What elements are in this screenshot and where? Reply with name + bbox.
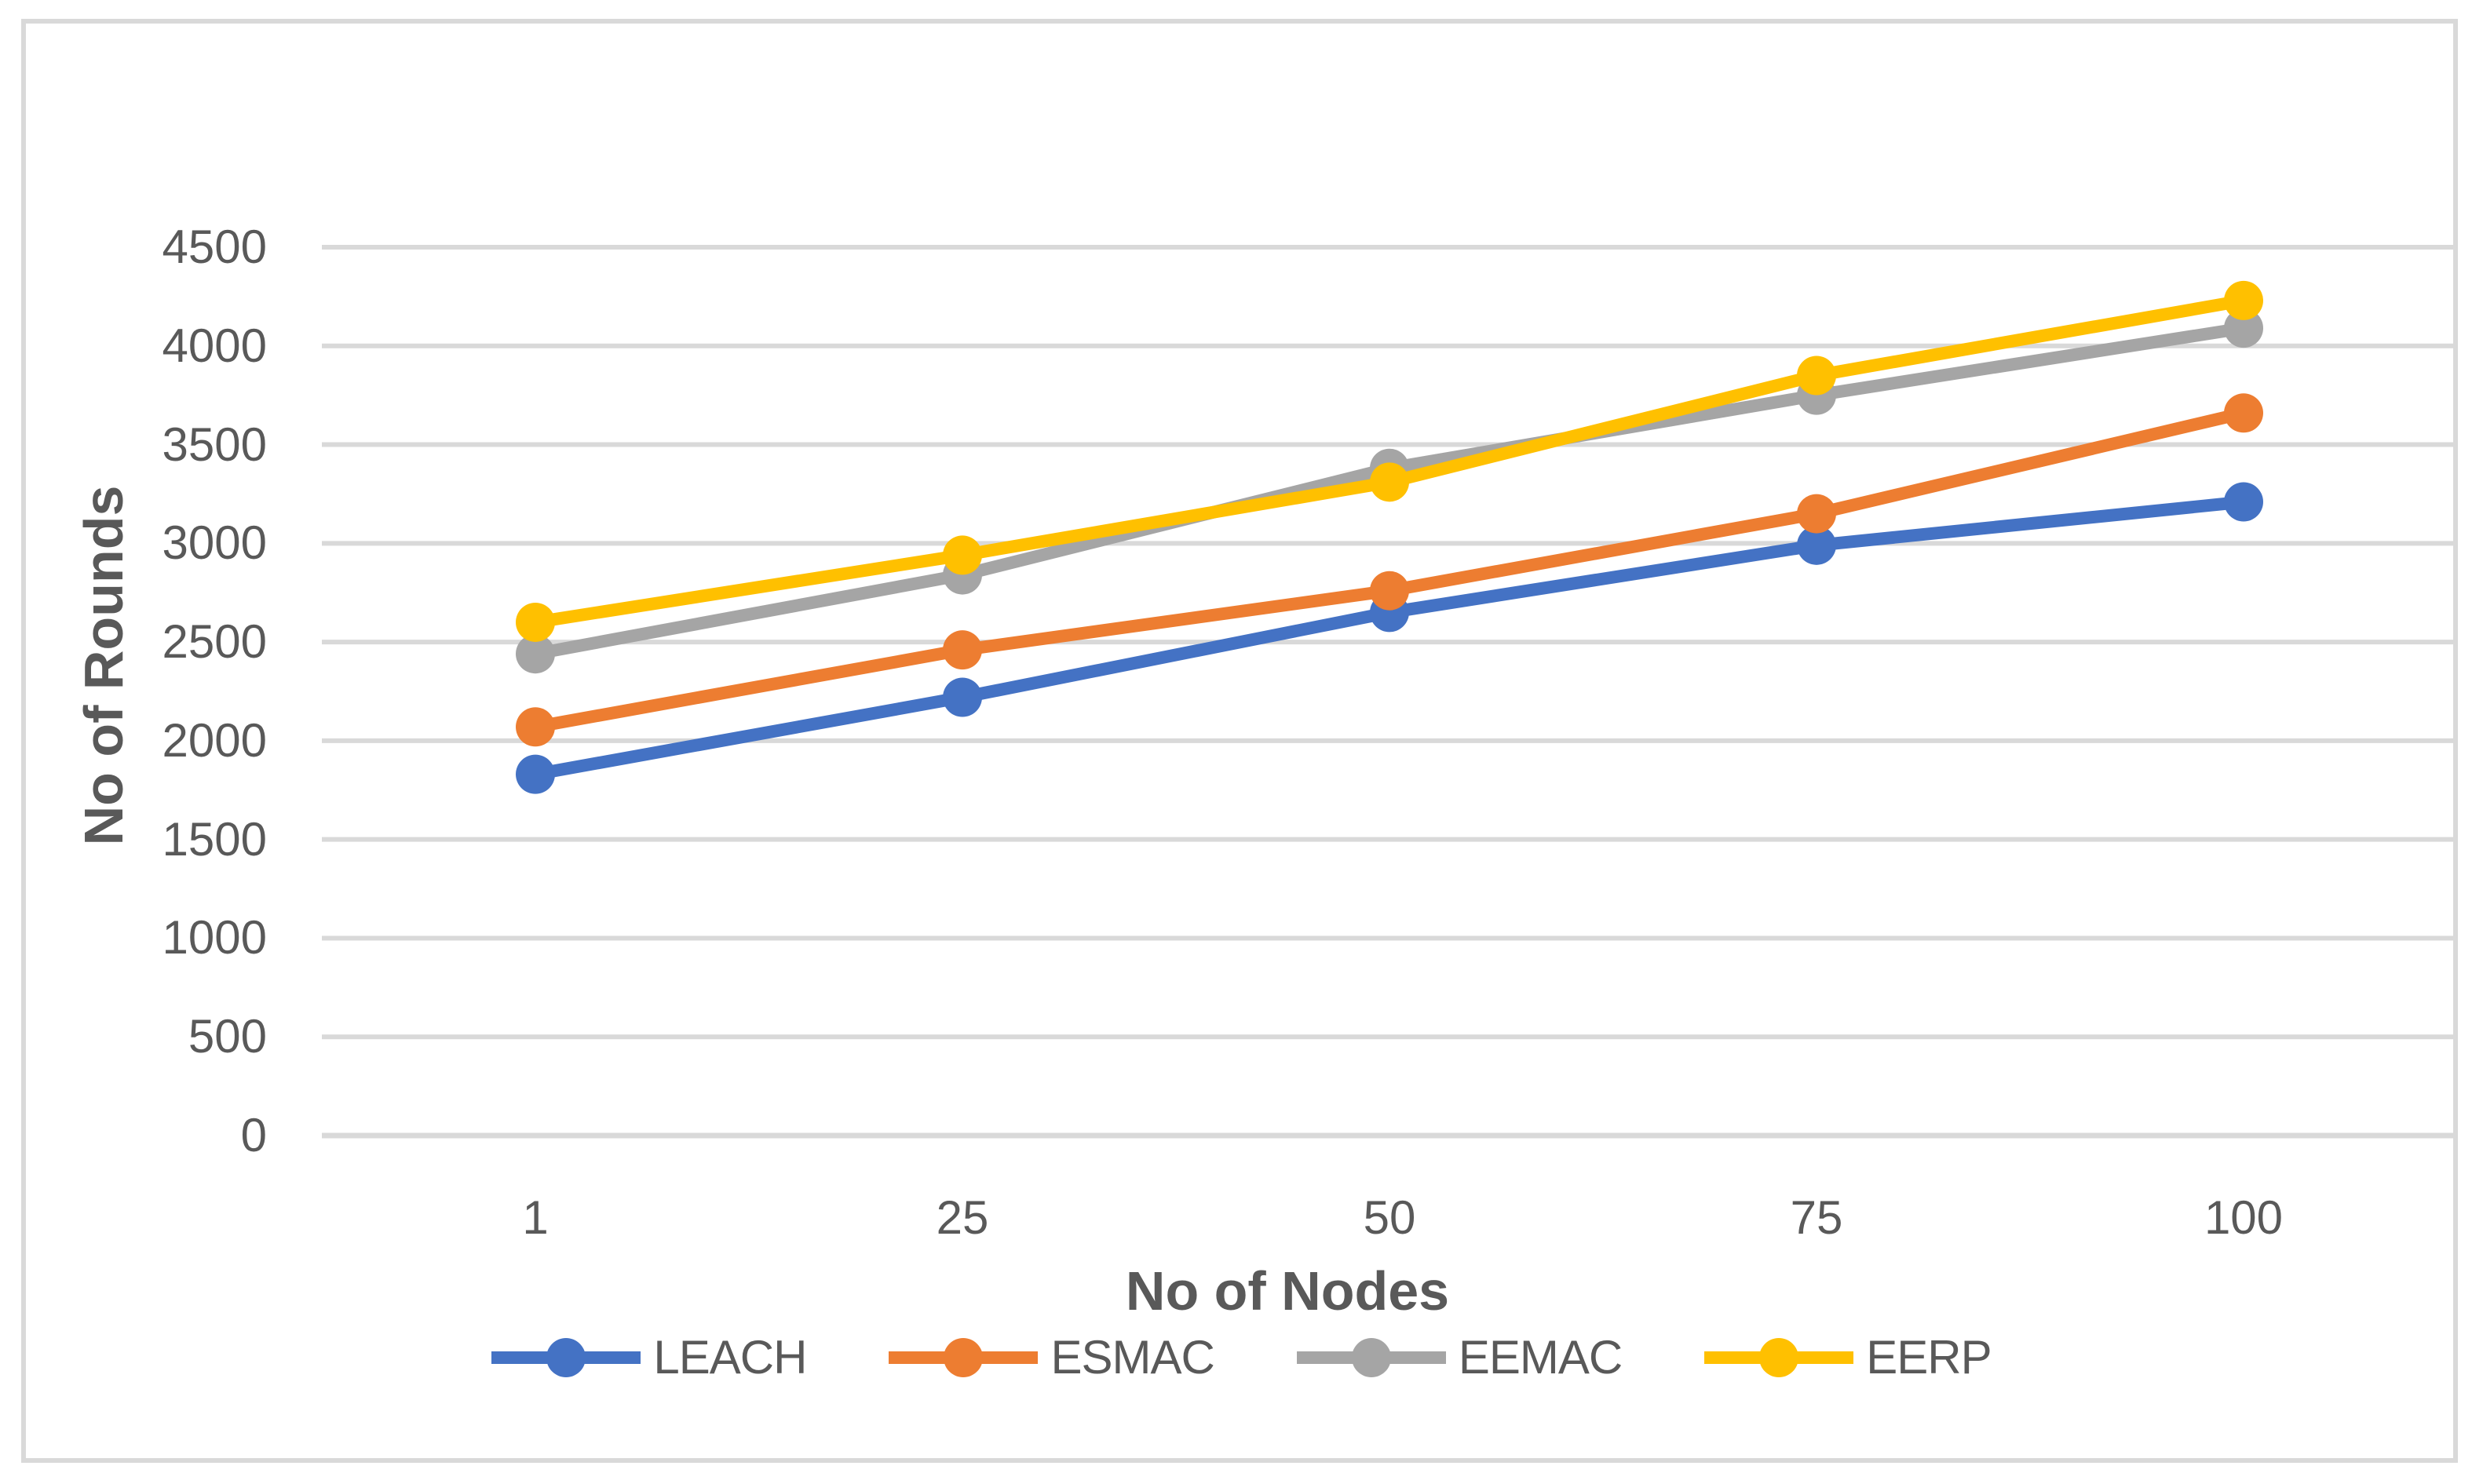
y-tick-label: 4500 bbox=[162, 221, 267, 273]
x-axis-title: No of Nodes bbox=[1125, 1260, 1450, 1322]
data-point-esmac-1 bbox=[516, 707, 555, 747]
data-point-leach-75 bbox=[1797, 525, 1836, 565]
legend-label: EERP bbox=[1866, 1331, 1992, 1384]
legend-marker-icon bbox=[491, 1337, 641, 1377]
legend-item-leach: LEACH bbox=[491, 1330, 807, 1384]
y-tick-label: 3500 bbox=[162, 417, 267, 471]
y-tick-label: 1500 bbox=[162, 812, 267, 866]
chart-legend: LEACH ESMAC EEMAC EERP bbox=[0, 1330, 2483, 1384]
x-tick-label: 100 bbox=[2204, 1191, 2284, 1244]
legend-label: EEMAC bbox=[1458, 1331, 1623, 1384]
x-tick-label: 75 bbox=[1790, 1191, 1843, 1244]
legend-marker-icon bbox=[889, 1337, 1039, 1377]
legend-marker-icon bbox=[1704, 1337, 1854, 1377]
y-tick-label: 1000 bbox=[162, 911, 267, 964]
y-tick-label: 0 bbox=[240, 1109, 267, 1162]
legend-item-esmac: ESMAC bbox=[889, 1330, 1215, 1384]
data-point-eemac-100 bbox=[2224, 308, 2263, 348]
legend-label: ESMAC bbox=[1050, 1331, 1214, 1384]
data-point-leach-100 bbox=[2224, 482, 2263, 522]
data-point-eemac-1 bbox=[516, 634, 555, 674]
data-point-leach-1 bbox=[516, 754, 555, 794]
data-point-eerp-75 bbox=[1797, 356, 1836, 396]
y-axis-title: No of Rounds bbox=[73, 485, 134, 846]
legend-label: LEACH bbox=[653, 1331, 807, 1384]
y-tick-label: 2000 bbox=[162, 713, 267, 767]
data-point-esmac-25 bbox=[943, 630, 982, 670]
legend-item-eerp: EERP bbox=[1704, 1330, 1992, 1384]
data-point-esmac-50 bbox=[1370, 571, 1409, 611]
data-point-eerp-50 bbox=[1370, 462, 1409, 502]
x-tick-label: 25 bbox=[936, 1191, 989, 1244]
y-tick-label: 500 bbox=[188, 1010, 267, 1063]
data-point-eerp-1 bbox=[516, 602, 555, 642]
x-tick-label: 1 bbox=[522, 1191, 549, 1244]
y-tick-label: 3000 bbox=[162, 516, 267, 570]
data-point-esmac-100 bbox=[2224, 393, 2263, 433]
data-point-leach-25 bbox=[943, 677, 982, 717]
legend-marker-icon bbox=[1296, 1337, 1446, 1377]
data-point-eerp-25 bbox=[943, 535, 982, 575]
series-esmac bbox=[516, 393, 2263, 747]
x-tick-label: 50 bbox=[1363, 1191, 1416, 1244]
legend-item-eemac: EEMAC bbox=[1296, 1330, 1623, 1384]
series-eerp bbox=[516, 280, 2263, 642]
y-tick-label: 4000 bbox=[162, 319, 267, 372]
data-point-esmac-75 bbox=[1797, 494, 1836, 534]
series-leach bbox=[516, 482, 2263, 794]
data-point-eerp-100 bbox=[2224, 280, 2263, 320]
gridlines bbox=[322, 244, 2457, 1139]
y-tick-label: 2500 bbox=[162, 615, 267, 669]
